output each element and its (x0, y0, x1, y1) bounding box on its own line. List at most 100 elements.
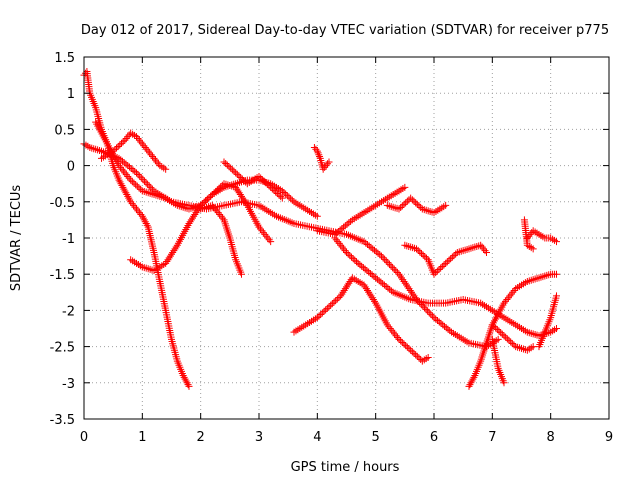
data-point-marker (120, 185, 128, 193)
data-point-marker (382, 257, 390, 265)
data-point-marker (423, 254, 430, 262)
data-point-marker (151, 156, 159, 164)
data-point-marker (333, 295, 341, 303)
data-point-marker (143, 145, 151, 153)
data-point-marker (240, 196, 248, 204)
data-point-marker (315, 312, 323, 320)
data-point-marker (361, 283, 369, 291)
data-point-marker (393, 269, 401, 277)
data-point-marker (185, 220, 193, 228)
data-point-marker (134, 134, 142, 142)
data-point-marker (184, 381, 192, 389)
data-point-marker (384, 259, 392, 267)
data-point-marker (122, 171, 130, 179)
data-point-marker (529, 245, 537, 253)
data-point-marker (401, 279, 409, 287)
data-point-marker (356, 261, 364, 269)
data-point-marker (131, 203, 139, 211)
data-point-marker (466, 381, 474, 389)
data-point-marker (419, 251, 427, 259)
data-point-marker (446, 327, 454, 335)
data-point-marker (135, 209, 143, 217)
data-point-marker (397, 203, 405, 211)
axis-ticks: 0 1 2 3 4 5 6 7 8 9 1.5 1 0.5 0 -0.5 -1 -1.5 -2 -2.5 -3 -3.5 (50, 51, 614, 445)
data-point-marker (141, 218, 149, 226)
data-point-marker (278, 187, 286, 195)
data-point-marker (124, 192, 132, 200)
data-point-marker (379, 254, 387, 262)
series-arc-10 (313, 183, 409, 238)
y-tick-label: -0.5 (50, 196, 75, 211)
data-point-marker (287, 195, 295, 203)
data-point-marker (395, 335, 403, 343)
data-point-marker (125, 131, 133, 139)
data-point-marker (450, 252, 458, 260)
data-point-marker (162, 165, 170, 173)
series-arc-12 (383, 194, 450, 217)
x-tick-label: 1 (138, 430, 146, 445)
data-point-marker (268, 185, 276, 193)
data-point-marker (375, 277, 383, 285)
data-point-marker (385, 323, 393, 331)
data-point-marker (469, 375, 477, 383)
data-point-marker (553, 292, 560, 300)
data-point-marker (367, 243, 375, 251)
data-point-marker (553, 238, 560, 246)
data-point-marker (421, 253, 429, 261)
data-point-marker (313, 314, 321, 322)
data-point-marker (336, 226, 344, 234)
data-point-marker (384, 284, 392, 292)
data-point-marker (211, 205, 219, 213)
chart-title: Day 012 of 2017, Sidereal Day-to-day VTE… (81, 23, 609, 38)
data-point-marker (273, 190, 281, 198)
data-point-marker (447, 255, 455, 263)
data-point-marker (116, 178, 124, 186)
y-tick-label: -3.5 (50, 413, 75, 428)
data-point-marker (403, 281, 410, 289)
data-point-marker (406, 286, 414, 294)
data-point-marker (170, 247, 178, 255)
data-point-marker (395, 270, 403, 278)
data-point-marker (241, 198, 249, 206)
data-point-marker (399, 276, 407, 284)
data-point-marker (346, 277, 354, 285)
data-point-marker (417, 203, 425, 211)
x-tick-label: 2 (197, 430, 205, 445)
data-point-marker (415, 202, 423, 210)
data-point-marker (364, 286, 371, 294)
data-point-marker (263, 180, 271, 188)
data-point-marker (130, 201, 138, 209)
data-point-marker (428, 312, 436, 320)
data-point-marker (264, 234, 272, 242)
data-point-marker (120, 159, 128, 167)
data-point-marker (376, 251, 384, 259)
data-point-marker (318, 309, 326, 317)
data-point-marker (322, 306, 330, 314)
x-tick-label: 6 (430, 430, 438, 445)
data-point-marker (422, 305, 430, 313)
data-point-marker (217, 212, 225, 220)
data-points (80, 67, 560, 390)
data-point-marker (441, 322, 448, 330)
data-point-marker (236, 191, 244, 199)
data-point-marker (133, 169, 140, 177)
data-point-marker (192, 209, 200, 217)
data-point-marker (398, 274, 405, 282)
data-point-marker (343, 248, 350, 256)
data-point-marker (337, 241, 345, 249)
data-point-marker (332, 236, 340, 244)
data-point-marker (360, 238, 368, 246)
data-point-marker (205, 194, 213, 202)
data-point-marker (238, 192, 245, 200)
data-point-marker (392, 267, 400, 275)
data-point-marker (228, 166, 236, 174)
y-tick-label: -3 (62, 377, 75, 392)
data-point-marker (183, 379, 191, 387)
data-point-marker (325, 303, 333, 311)
data-point-marker (233, 170, 241, 178)
data-point-marker (480, 245, 488, 253)
data-point-marker (494, 335, 502, 343)
data-point-marker (124, 162, 132, 170)
data-point-marker (488, 321, 496, 329)
